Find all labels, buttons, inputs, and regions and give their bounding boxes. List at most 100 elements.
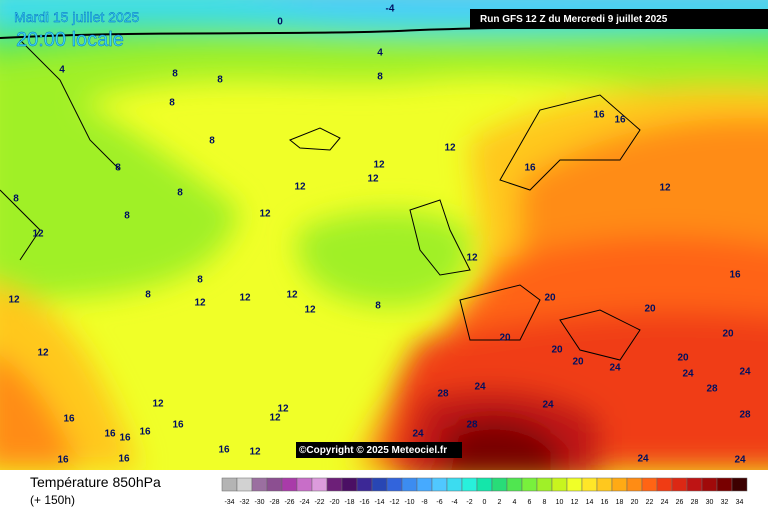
contour-label: 16 <box>139 427 151 438</box>
legend-swatch <box>311 477 328 492</box>
legend-swatch <box>296 477 313 492</box>
legend-label: -32 <box>239 499 249 506</box>
contour-label: 8 <box>209 136 215 147</box>
legend-label: 0 <box>483 499 487 506</box>
contour-label: 8 <box>172 69 178 80</box>
contour-label: 20 <box>572 357 584 368</box>
legend-swatch <box>581 477 598 492</box>
legend-label: -24 <box>299 499 309 506</box>
legend-label: 14 <box>586 499 594 506</box>
legend-label: 10 <box>556 499 564 506</box>
legend-label: 6 <box>528 499 532 506</box>
legend-label: -20 <box>329 499 339 506</box>
contour-label: 24 <box>542 400 554 411</box>
color-legend: -34 -32 -30 -28 -26 -24 -22 -20 -18 -16 -14 -12 -10-… <box>221 477 748 506</box>
legend-label: -16 <box>359 499 369 506</box>
contour-label: 4 <box>59 65 65 76</box>
contour-label: 12 <box>194 298 206 309</box>
contour-label: 12 <box>659 183 671 194</box>
contour-label: 16 <box>118 454 130 465</box>
legend-swatch <box>461 477 478 492</box>
contour-label: 24 <box>474 382 486 393</box>
legend-label: -34 <box>224 499 234 506</box>
local-time: 20:00 locale <box>16 29 124 51</box>
contour-label: 12 <box>277 404 289 415</box>
contour-label: 12 <box>8 295 20 306</box>
legend-swatch <box>731 477 748 492</box>
contour-label: 8 <box>115 163 121 174</box>
legend-label: -14 <box>374 499 384 506</box>
contour-label: 20 <box>722 329 734 340</box>
contour-label: 8 <box>375 301 381 312</box>
contour-label: 8 <box>377 72 383 83</box>
legend-label: -30 <box>254 499 264 506</box>
legend-label: -28 <box>269 499 279 506</box>
legend-swatch <box>566 477 583 492</box>
contour-label: 16 <box>63 414 75 425</box>
legend-swatch <box>596 477 613 492</box>
contour-label: 12 <box>373 160 385 171</box>
legend-swatch <box>536 477 553 492</box>
contour-label: 0 <box>277 17 283 28</box>
contour-label: 20 <box>499 333 511 344</box>
contour-label: 24 <box>682 369 694 380</box>
legend-swatch <box>266 477 283 492</box>
run-box <box>470 9 768 29</box>
contour-label: 8 <box>177 188 183 199</box>
contour-label: 16 <box>729 270 741 281</box>
contour-label: 12 <box>239 293 251 304</box>
contour-label: 8 <box>169 98 175 109</box>
contour-label: 28 <box>437 389 449 400</box>
contour-label: 28 <box>466 420 478 431</box>
contour-label: 8 <box>13 194 19 205</box>
legend-swatch <box>281 477 298 492</box>
legend-label: 12 <box>571 499 579 506</box>
contour-label: 20 <box>544 293 556 304</box>
date: Mardi 15 juillet 2025 <box>14 9 140 25</box>
legend-swatch <box>236 477 253 492</box>
contour-label: 12 <box>294 182 306 193</box>
legend-swatch <box>341 477 358 492</box>
legend-swatch <box>416 477 433 492</box>
contour-label: 16 <box>172 420 184 431</box>
legend-label: 30 <box>706 499 714 506</box>
legend-swatch <box>476 477 493 492</box>
legend-swatch <box>446 477 463 492</box>
legend-swatch <box>371 477 388 492</box>
contour-label: 12 <box>32 229 44 240</box>
contour-label: 12 <box>152 399 164 410</box>
contour-label: 12 <box>367 174 379 185</box>
contour-label: 4 <box>377 48 383 59</box>
contour-label: 24 <box>412 429 424 440</box>
contour-label: 16 <box>218 445 230 456</box>
legend-label: 8 <box>543 499 547 506</box>
legend-swatch <box>506 477 523 492</box>
contour-label: -4 <box>386 4 395 15</box>
contour-label: 28 <box>739 410 751 421</box>
contour-label: 24 <box>637 454 649 465</box>
contour-label: 20 <box>677 353 689 364</box>
legend-label: 34 <box>736 499 744 506</box>
lead-time: (+ 150h) <box>30 493 75 507</box>
legend-swatch <box>431 477 448 492</box>
contour-label: 8 <box>145 290 151 301</box>
legend-swatch <box>251 477 268 492</box>
legend-swatch <box>686 477 703 492</box>
contour-label: 8 <box>124 211 130 222</box>
legend-swatch <box>386 477 403 492</box>
legend-swatch <box>626 477 643 492</box>
legend-swatch <box>356 477 373 492</box>
field-title: Température 850hPa <box>30 474 161 490</box>
contour-label: 16 <box>593 110 605 121</box>
legend-swatch <box>221 477 238 492</box>
contour-label: 8 <box>197 275 203 286</box>
legend-swatch <box>521 477 538 492</box>
legend-label: -10 <box>404 499 414 506</box>
legend-label: -22 <box>314 499 324 506</box>
legend-swatch <box>701 477 718 492</box>
legend-swatch <box>671 477 688 492</box>
legend-swatch <box>656 477 673 492</box>
contour-label: 12 <box>286 290 298 301</box>
legend-label: -12 <box>389 499 399 506</box>
